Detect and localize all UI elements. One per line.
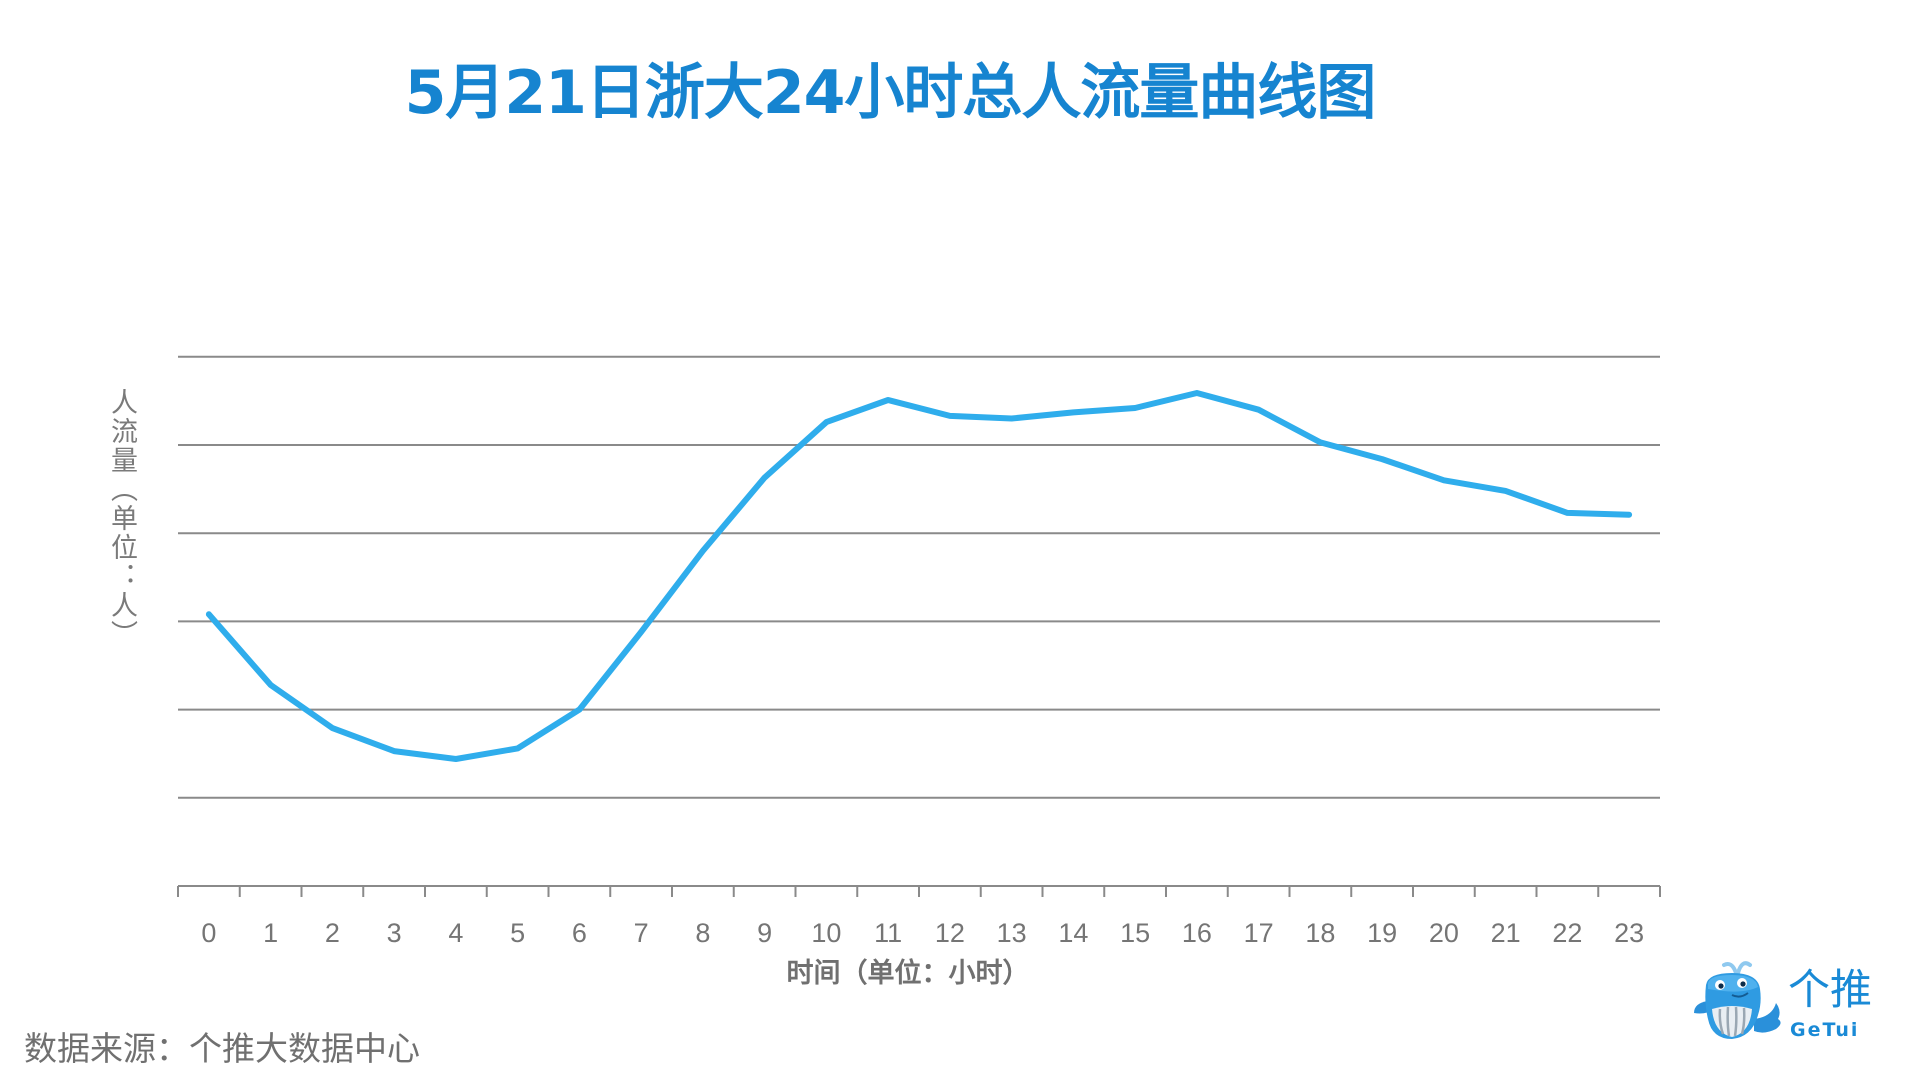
x-tick-label: 2: [325, 918, 340, 948]
x-tick-label: 14: [1058, 918, 1088, 948]
x-tick-label: 20: [1429, 918, 1459, 948]
x-tick-label: 21: [1491, 918, 1521, 948]
x-axis-label: 时间（单位：小时）: [786, 958, 1030, 989]
x-tick-label: 10: [811, 918, 841, 948]
x-tick-label: 17: [1244, 918, 1274, 948]
x-tick-labels: 0 1 2 3 4 5 6 7 8 9 10 11 12 13 14 15 16 17 18 19 20 21 22 23: [201, 918, 1644, 948]
x-tick-label: 9: [757, 918, 772, 948]
x-tick-label: 19: [1367, 918, 1397, 948]
x-tick-label: 5: [510, 918, 525, 948]
logo-text-cn: 个推: [1788, 965, 1873, 1014]
x-tick-label: 18: [1305, 918, 1335, 948]
x-tick-label: 4: [448, 918, 463, 948]
x-tick-label: 13: [997, 918, 1027, 948]
x-tick-label: 15: [1120, 918, 1150, 948]
x-axis: [177, 885, 1661, 897]
getui-logo: 个推 GeTui: [1690, 955, 1890, 1045]
x-tick-label: 1: [263, 918, 278, 948]
data-source-note: 数据来源：个推大数据中心: [24, 1029, 420, 1068]
series-line-people-flow: [205, 390, 1633, 762]
whale-mascot-icon: [1694, 961, 1781, 1039]
x-tick-label: 11: [874, 918, 902, 948]
gridlines: [178, 355, 1660, 799]
x-tick-label: 7: [634, 918, 649, 948]
x-tick-label: 22: [1552, 918, 1582, 948]
y-axis-label: 人流量︵单位：人︶: [106, 388, 137, 649]
x-tick-label: 6: [572, 918, 587, 948]
chart-title: 5月21日浙大24小时总人流量曲线图: [404, 58, 1377, 128]
x-tick-label: 16: [1182, 918, 1212, 948]
x-tick-label: 0: [201, 918, 216, 948]
x-tick-label: 23: [1614, 918, 1644, 948]
logo-text-en: GeTui: [1790, 1019, 1860, 1041]
x-tick-label: 3: [387, 918, 402, 948]
x-tick-label: 12: [935, 918, 965, 948]
x-tick-label: 8: [695, 918, 710, 948]
